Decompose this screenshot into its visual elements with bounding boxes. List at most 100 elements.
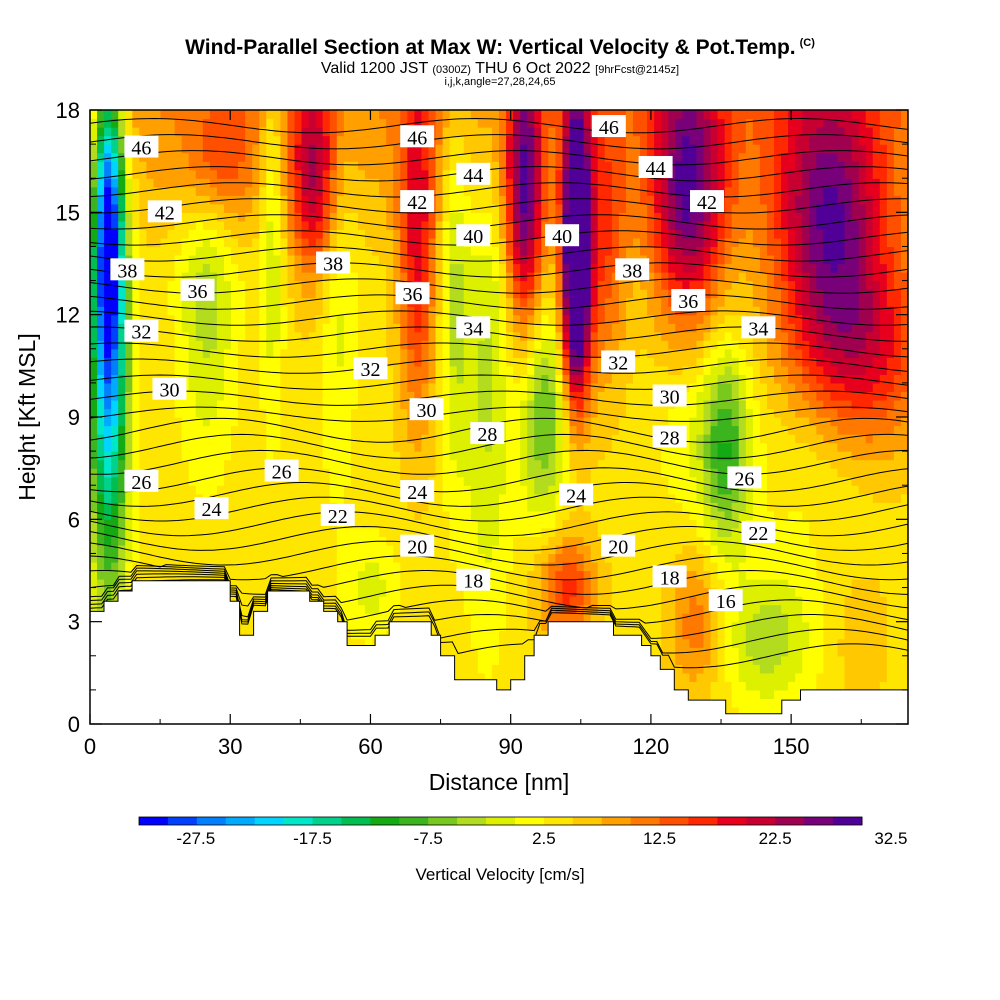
velocity-cell	[280, 254, 289, 265]
velocity-cell	[329, 527, 338, 537]
velocity-cell	[562, 254, 571, 265]
velocity-cell	[414, 169, 423, 179]
velocity-cell	[379, 476, 387, 486]
velocity-cell	[421, 417, 430, 427]
velocity-cell	[372, 476, 380, 486]
velocity-cell	[350, 161, 359, 171]
velocity-cell	[513, 365, 521, 375]
velocity-cell	[357, 527, 366, 537]
velocity-cell	[167, 527, 176, 537]
velocity-cell	[421, 246, 430, 256]
velocity-cell	[167, 152, 176, 162]
velocity-cell	[118, 544, 126, 555]
velocity-cell	[111, 493, 119, 503]
velocity-cell	[231, 357, 239, 367]
velocity-cell	[160, 570, 169, 580]
velocity-cell	[315, 297, 324, 307]
velocity-cell	[506, 263, 514, 273]
velocity-cell	[301, 127, 310, 137]
velocity-cell	[294, 434, 303, 444]
velocity-cell	[506, 408, 514, 418]
velocity-cell	[534, 186, 542, 196]
velocity-cell	[350, 493, 359, 503]
velocity-cell	[365, 630, 373, 640]
velocity-cell	[266, 536, 274, 546]
velocity-cell	[139, 391, 148, 401]
velocity-cell	[202, 459, 211, 469]
velocity-cell	[414, 587, 423, 597]
velocity-cell	[231, 237, 239, 248]
velocity-cell	[534, 459, 542, 469]
velocity-cell	[139, 459, 148, 469]
velocity-cell	[160, 237, 169, 248]
velocity-cell	[350, 348, 359, 358]
velocity-cell	[449, 451, 458, 461]
velocity-cell	[125, 237, 133, 248]
velocity-cell	[400, 365, 408, 375]
velocity-cell	[315, 382, 324, 393]
velocity-cell	[386, 161, 394, 171]
velocity-cell	[456, 647, 465, 657]
velocity-cell	[372, 485, 380, 495]
velocity-cell	[111, 340, 119, 350]
velocity-cell	[174, 229, 183, 239]
velocity-cell	[336, 280, 345, 290]
velocity-cell	[308, 502, 317, 512]
velocity-cell	[428, 587, 437, 597]
velocity-cell	[506, 118, 514, 128]
velocity-cell	[104, 323, 112, 333]
velocity-cell	[350, 229, 359, 239]
velocity-cell	[555, 561, 564, 572]
velocity-cell	[273, 297, 281, 307]
velocity-cell	[336, 118, 345, 128]
velocity-cell	[336, 297, 345, 307]
velocity-cell	[569, 306, 578, 316]
velocity-cell	[104, 178, 112, 188]
velocity-cell	[223, 220, 232, 230]
velocity-cell	[202, 468, 211, 478]
velocity-cell	[294, 553, 303, 563]
velocity-cell	[520, 536, 528, 546]
velocity-cell	[569, 254, 578, 265]
velocity-cell	[252, 340, 260, 350]
velocity-cell	[259, 536, 267, 546]
velocity-cell	[484, 493, 493, 503]
velocity-cell	[188, 306, 197, 316]
velocity-cell	[259, 399, 267, 410]
velocity-cell	[555, 374, 564, 384]
velocity-cell	[167, 417, 176, 427]
velocity-cell	[548, 442, 557, 452]
velocity-cell	[456, 127, 465, 137]
velocity-cell	[160, 110, 169, 120]
velocity-cell	[414, 596, 423, 606]
velocity-cell	[322, 110, 331, 120]
velocity-cell	[329, 442, 338, 452]
velocity-cell	[245, 161, 253, 171]
velocity-cell	[231, 365, 239, 375]
velocity-cell	[336, 161, 345, 171]
velocity-cell	[336, 374, 345, 384]
velocity-cell	[287, 135, 296, 145]
velocity-cell	[562, 203, 571, 213]
velocity-cell	[372, 169, 380, 179]
velocity-cell	[449, 570, 458, 580]
velocity-cell	[245, 314, 253, 324]
velocity-cell	[442, 442, 451, 452]
velocity-cell	[506, 451, 514, 461]
velocity-cell	[576, 544, 585, 555]
velocity-cell	[294, 220, 303, 230]
velocity-cell	[160, 127, 169, 137]
velocity-cell	[188, 169, 197, 179]
velocity-cell	[181, 536, 190, 546]
velocity-cell	[125, 289, 133, 299]
velocity-cell	[153, 195, 162, 205]
velocity-cell	[407, 374, 415, 384]
velocity-cell	[449, 391, 458, 401]
velocity-cell	[421, 178, 430, 188]
velocity-cell	[527, 272, 535, 282]
velocity-cell	[181, 434, 190, 444]
velocity-cell	[513, 169, 521, 179]
velocity-cell	[132, 510, 140, 520]
velocity-cell	[562, 399, 571, 410]
velocity-cell	[449, 220, 458, 230]
